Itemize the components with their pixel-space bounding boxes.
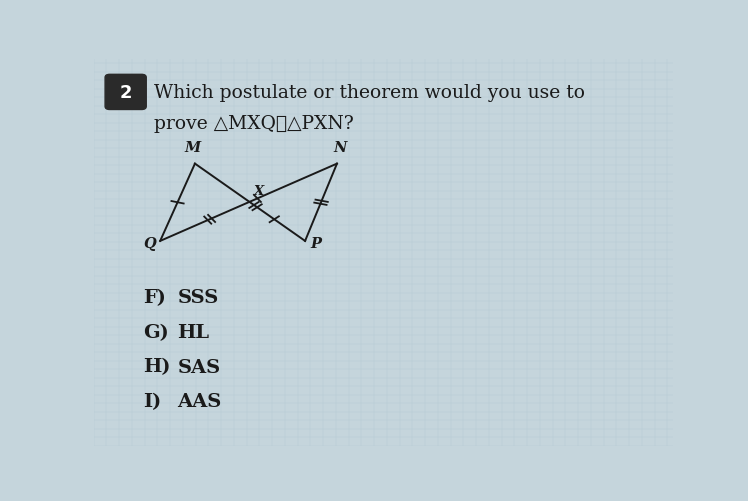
- Text: I): I): [143, 393, 161, 410]
- Text: SSS: SSS: [177, 289, 219, 306]
- Text: 2: 2: [120, 84, 132, 102]
- Text: H): H): [143, 358, 171, 376]
- Text: X: X: [254, 185, 264, 198]
- Text: G): G): [143, 323, 168, 341]
- Text: AAS: AAS: [177, 393, 222, 410]
- Text: Which postulate or theorem would you use to: Which postulate or theorem would you use…: [154, 84, 586, 102]
- Text: N: N: [333, 141, 346, 155]
- Text: prove △MXQ≅△PXN?: prove △MXQ≅△PXN?: [154, 115, 354, 133]
- Text: P: P: [310, 236, 321, 250]
- Text: F): F): [143, 289, 165, 306]
- FancyBboxPatch shape: [105, 75, 147, 110]
- Text: M: M: [184, 141, 200, 155]
- Text: Q: Q: [144, 236, 156, 250]
- Text: SAS: SAS: [177, 358, 221, 376]
- Text: HL: HL: [177, 323, 209, 341]
